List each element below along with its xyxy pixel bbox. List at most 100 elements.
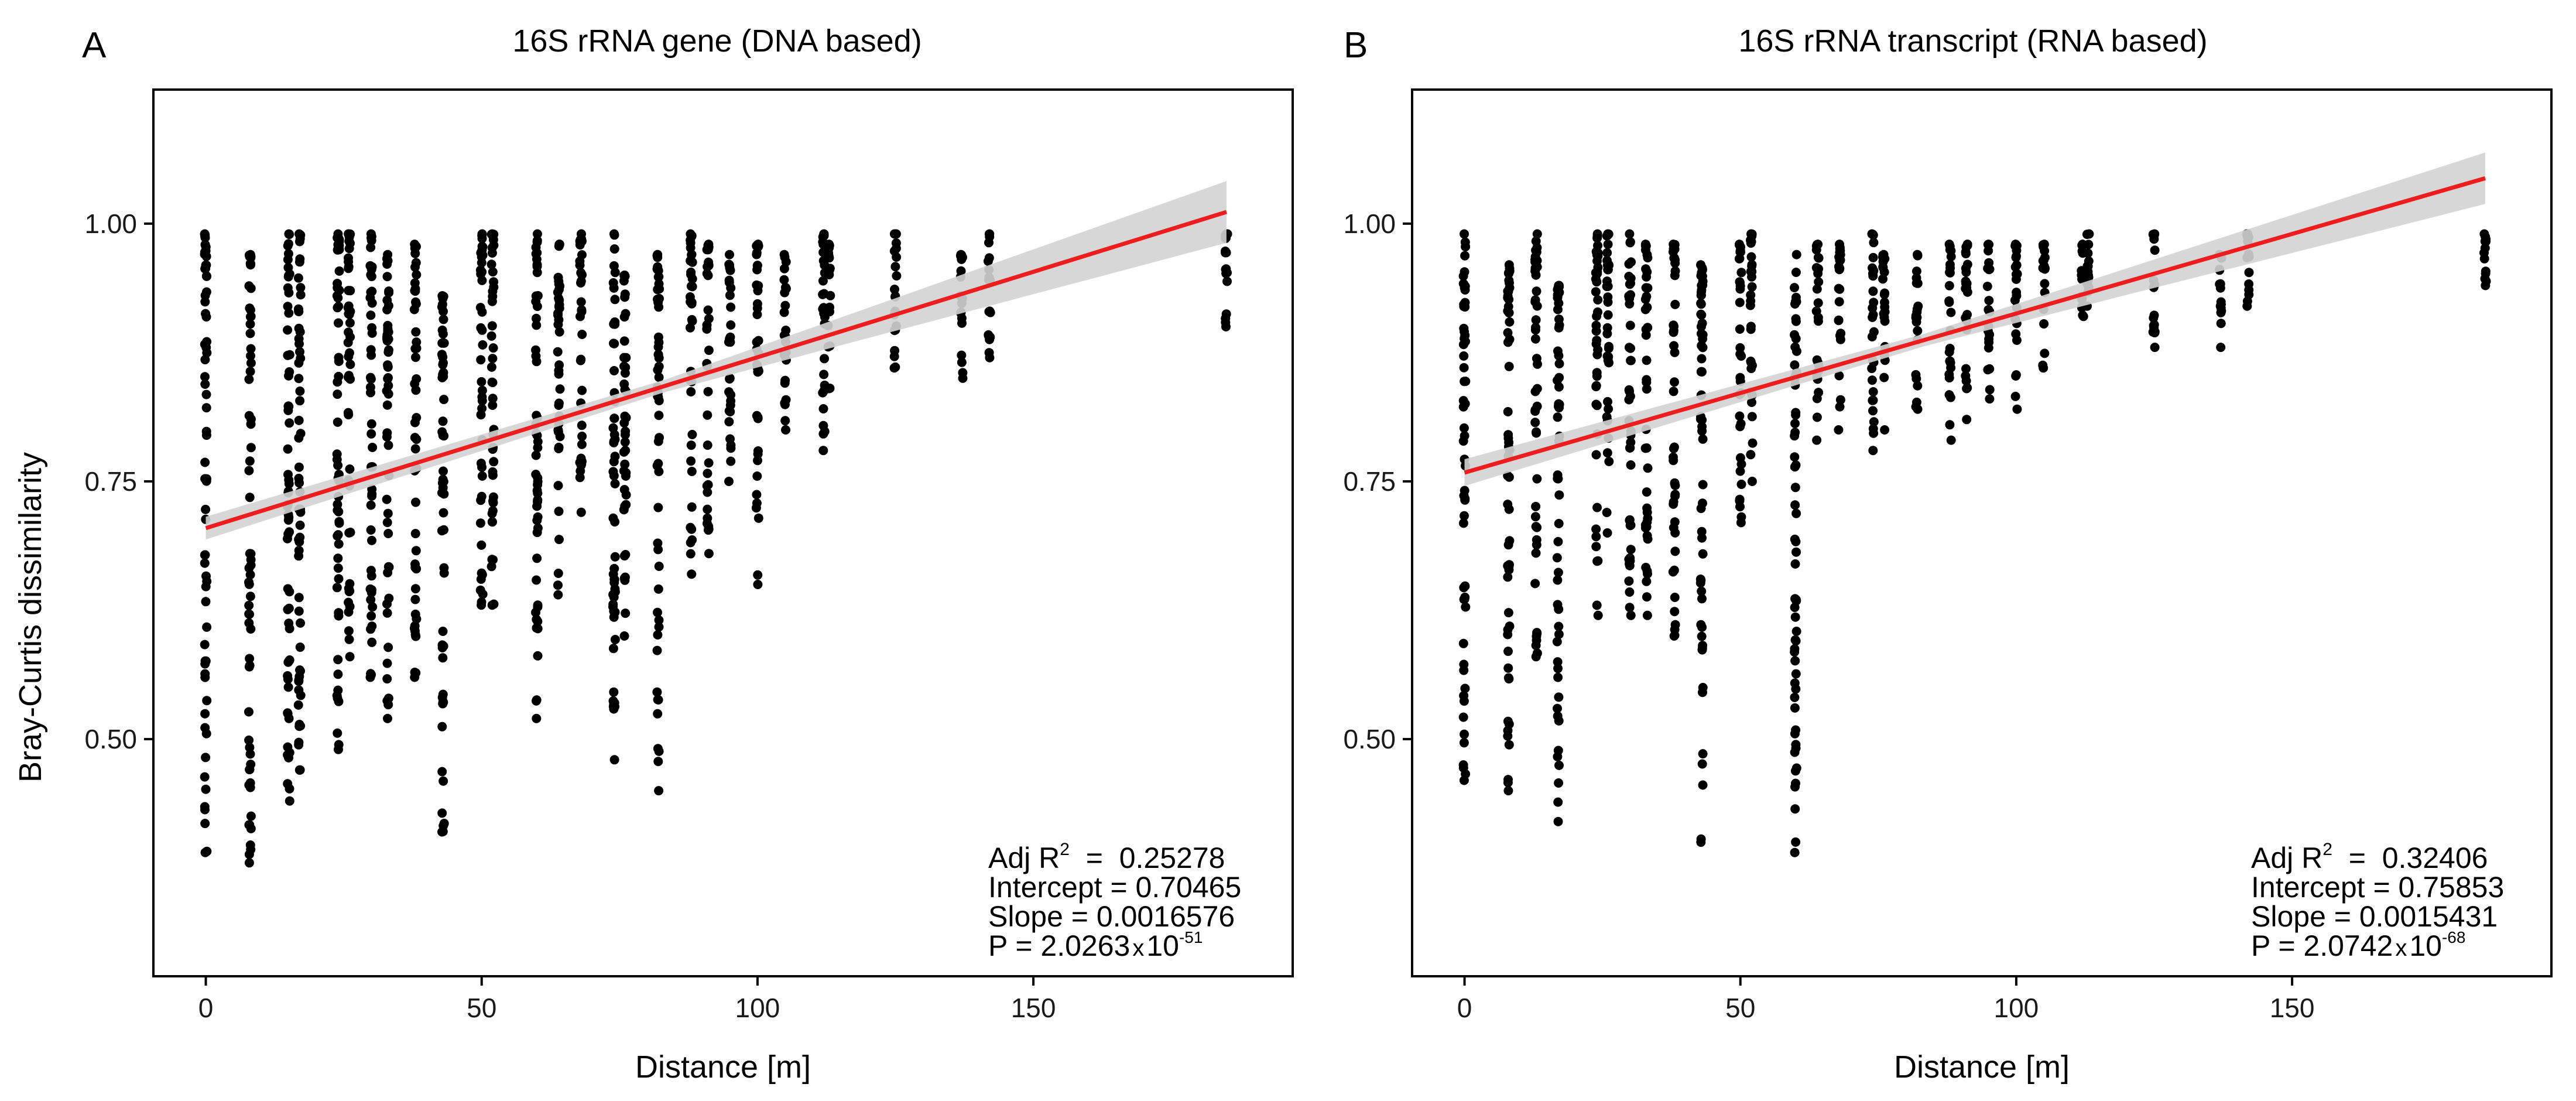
data-point [202,696,212,706]
data-point [285,418,294,428]
data-point [532,313,541,323]
data-point [368,602,378,612]
data-point [532,254,542,264]
data-point [1945,356,1955,366]
data-point [477,267,487,277]
data-point [1604,352,1614,362]
data-point [620,501,630,511]
data-point [382,518,392,528]
data-point [983,256,993,266]
data-point [609,436,619,446]
panel-a-plot [200,181,1232,868]
data-point [1736,480,1746,489]
panel-a-r2-value: = 0.25278 [1070,842,1225,874]
data-point [245,591,255,601]
data-point [1503,328,1513,338]
data-point [1602,329,1612,338]
data-point [1459,423,1469,433]
data-point [487,259,496,269]
data-point [382,696,392,706]
data-point [245,782,255,792]
data-point [957,350,967,360]
data-point [1747,412,1757,422]
data-point [382,674,392,684]
data-point [1697,341,1707,351]
data-point [1642,610,1652,620]
data-point [555,384,565,394]
data-point [201,504,211,514]
panel-b-intercept: Intercept = 0.75853 [2251,871,2504,904]
data-point [1553,711,1563,721]
data-point [2039,241,2049,251]
data-point [725,265,735,275]
data-point [553,590,563,600]
data-point [383,713,392,723]
y-axis-label: Bray-Curtis dissimilarity [13,452,48,782]
data-point [1626,355,1636,365]
data-point [1746,290,1756,300]
data-point [610,317,620,327]
data-point [753,570,763,580]
data-point [726,320,736,330]
data-point [1458,396,1468,406]
data-point [654,786,664,796]
data-point [294,537,304,547]
data-point [2150,328,2160,338]
data-point [1553,474,1563,484]
data-point [654,562,664,571]
data-point [1790,703,1800,713]
data-point [1503,731,1513,741]
data-point [477,307,487,317]
data-point [334,740,344,750]
data-point [1532,628,1542,638]
data-point [1642,517,1652,527]
data-point [283,682,293,692]
data-point [1670,528,1680,538]
data-point [652,461,662,471]
data-point [488,492,498,502]
data-point [1814,277,1824,287]
data-point [1984,334,1994,344]
data-point [294,307,304,317]
data-point [1603,240,1613,249]
data-point [489,599,499,609]
data-point [333,655,343,665]
data-point [1503,572,1513,582]
data-point [411,546,421,556]
data-point [201,582,211,591]
data-point [1835,395,1845,405]
data-point [1625,320,1635,330]
data-point [382,400,392,410]
data-point [686,456,696,466]
data-point [1602,248,1612,258]
data-point [1961,364,1971,374]
data-point [296,283,306,293]
data-point [1748,438,1758,448]
data-point [2040,264,2050,273]
data-point [2012,404,2022,414]
data-point [1698,480,1708,490]
data-point [1591,542,1601,552]
data-point [1603,396,1612,406]
data-point [283,604,293,614]
data-point [1532,401,1542,411]
data-point [752,490,762,500]
data-point [1961,276,1971,286]
data-point [383,440,393,450]
data-point [1642,503,1652,513]
data-point [201,753,211,763]
data-point [1791,743,1801,753]
data-point [1946,252,1956,262]
data-point [283,249,293,259]
data-point [410,626,420,636]
data-point [366,500,376,510]
data-point [553,569,563,578]
data-point [532,696,541,706]
data-point [1790,612,1800,622]
data-point [476,410,486,420]
data-point [1961,264,1971,273]
data-point [577,307,587,317]
data-point [1791,346,1801,356]
data-point [367,535,376,545]
data-point [609,471,619,481]
